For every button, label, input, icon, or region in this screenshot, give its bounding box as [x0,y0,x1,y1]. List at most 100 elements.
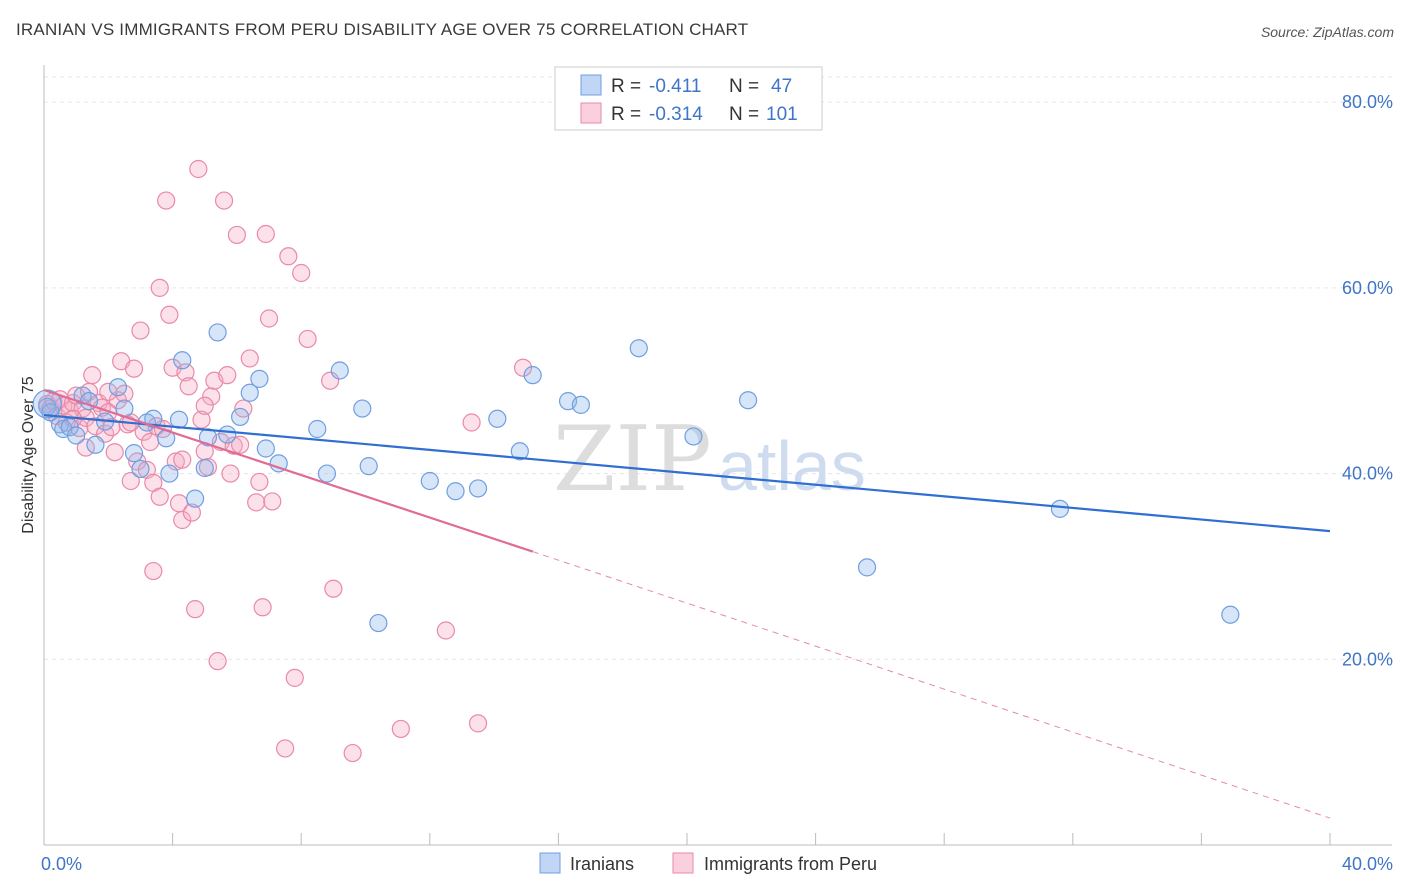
grid-lines [44,76,1392,660]
trend-line-iranians [43,413,1331,533]
watermark-atlas: atlas [718,427,866,505]
x-tick-label-1: 40.0% [1342,854,1393,874]
point-peru-77 [436,621,455,640]
trend-line-peru [43,388,534,553]
point-peru-53 [208,652,227,671]
point-peru-75 [343,743,362,763]
point-iranians-33 [353,399,372,418]
y-tick-label-0: 20.0% [1342,649,1393,669]
bottom-legend-iranians: Iranians [570,854,634,874]
point-peru-65 [256,224,275,244]
point-peru-70 [285,668,304,687]
point-peru-81 [144,561,163,581]
point-peru-67 [263,492,282,511]
point-peru-21 [105,443,124,462]
point-peru-84 [99,382,118,401]
point-peru-60 [231,435,250,454]
point-iranians-10 [108,378,128,397]
point-iranians-30 [308,419,327,439]
point-peru-56 [218,366,237,385]
point-iranians-31 [317,464,337,483]
point-iranians-29 [269,454,288,473]
point-iranians-40 [510,442,529,461]
point-peru-80 [513,358,533,377]
point-peru-26 [121,471,140,491]
point-iranians-5 [67,426,86,445]
point-iranians-21 [195,458,214,478]
chart-title: IRANIAN VS IMMIGRANTS FROM PERU DISABILI… [16,20,749,39]
legend-r-label-1: R = [611,76,641,97]
legend-swatch-peru [580,102,602,124]
point-iranians-19 [173,351,192,370]
y-tick-label-1: 40.0% [1342,464,1393,484]
trend-line-peru-extension [532,551,1331,819]
x-tick-label-0: 0.0% [41,854,82,874]
watermark-zip: ZIP [553,407,712,512]
point-peru-74 [324,579,343,598]
point-peru-35 [150,278,169,297]
point-iranians-49 [1221,605,1240,624]
chart-source: Source: ZipAtlas.com [1260,24,1394,40]
point-peru-46 [186,600,205,619]
point-iranians-36 [420,471,439,491]
point-iranians-24 [218,425,237,444]
point-peru-55 [214,191,234,210]
point-iranians-27 [250,369,269,388]
point-iranians-41 [523,366,542,385]
point-peru-45 [182,503,201,522]
point-iranians-43 [571,395,591,414]
point-peru-44 [179,377,198,396]
point-iranians-39 [488,409,507,428]
point-peru-37 [157,191,176,210]
point-peru-24 [115,384,134,403]
y-tick-label-3: 80.0% [1342,92,1393,112]
watermark: ZIP atlas [553,407,866,512]
bottom-legend-swatch-peru [672,852,694,874]
point-iranians-47 [857,558,877,577]
point-iranians-44 [629,339,648,358]
point-peru-69 [279,247,298,266]
point-peru-79 [468,714,488,733]
point-peru-59 [227,225,246,245]
bottom-legend-peru: Immigrants from Peru [704,854,877,874]
point-peru-42 [173,510,192,530]
point-iranians-48 [1050,499,1070,518]
point-peru-61 [240,349,259,368]
point-peru-63 [250,472,269,492]
point-peru-88 [195,396,214,415]
point-peru-89 [150,487,169,506]
legend-n-label-2: N = [729,104,759,125]
series-iranians-points [32,323,1240,633]
point-iranians-17 [160,464,179,483]
point-iranians-32 [330,361,349,380]
point-peru-78 [462,413,481,432]
point-peru-15 [86,417,105,436]
legend-r-value-1: -0.411 [649,76,701,97]
point-iranians-34 [359,457,378,476]
point-peru-27 [124,359,144,378]
point-peru-62 [247,493,266,512]
point-peru-58 [224,436,243,455]
point-iranians-8 [86,435,105,454]
point-iranians-26 [240,383,259,402]
point-peru-68 [276,739,295,758]
legend-r-value-2: -0.314 [649,104,703,125]
point-iranians-28 [256,439,275,458]
legend-n-label-1: N = [729,76,759,97]
point-iranians-13 [131,459,150,479]
bottom-legend-swatch-iranians [539,852,561,874]
point-iranians-45 [684,427,703,446]
trend-lines [43,388,1331,819]
point-peru-29 [131,321,150,340]
point-iranians-12 [124,444,144,463]
point-iranians-23 [208,323,227,342]
legend: R = -0.411 N = 47 R = -0.314 N = 101 [554,66,823,131]
point-peru-85 [173,450,192,469]
legend-n-value-2: 101 [766,104,798,125]
point-iranians-38 [468,479,488,498]
point-peru-47 [189,159,208,179]
point-peru-43 [176,363,195,382]
point-peru-14 [83,366,102,385]
point-iranians-37 [446,482,465,501]
